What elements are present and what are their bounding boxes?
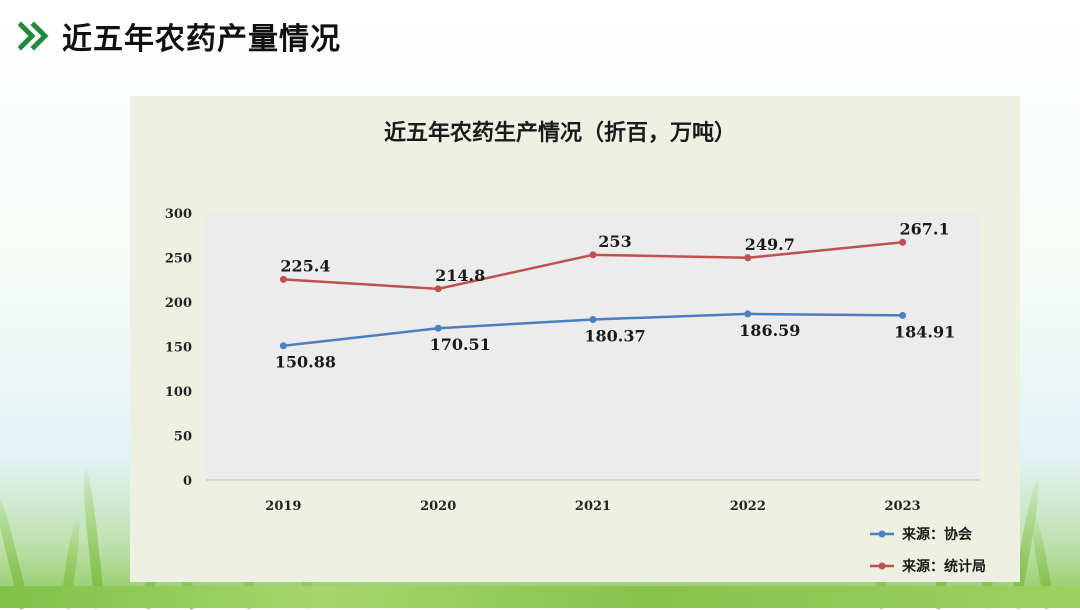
- data-point: [434, 324, 442, 332]
- slide-header: 近五年农药产量情况: [18, 14, 341, 58]
- y-tick-label: 50: [174, 430, 192, 445]
- data-point: [744, 254, 752, 262]
- data-label: 214.8: [435, 266, 485, 285]
- page-title: 近五年农药产量情况: [62, 22, 341, 57]
- data-label: 253: [598, 232, 631, 251]
- y-tick-label: 150: [165, 341, 192, 356]
- legend-marker: [878, 562, 886, 570]
- data-point: [899, 238, 907, 246]
- legend-label: 来源：统计局: [901, 558, 986, 575]
- data-point: [899, 311, 907, 319]
- series-group: 150.88 170.51 180.37 186.59 184.91 225.4 214.8…: [275, 219, 955, 371]
- x-tick-label: 2019: [265, 499, 301, 514]
- data-label: 184.91: [894, 322, 955, 341]
- y-axis: 0 50 100 150 200 250 300: [165, 207, 192, 489]
- x-tick-label: 2021: [575, 499, 611, 514]
- x-tick-label: 2023: [885, 499, 921, 514]
- x-axis: 2019 2020 2021 2022 2023: [265, 499, 920, 514]
- data-point: [279, 342, 287, 350]
- data-label: 267.1: [900, 219, 950, 238]
- data-point: [279, 275, 287, 283]
- data-point: [744, 310, 752, 318]
- data-label: 249.7: [745, 235, 795, 254]
- data-point: [589, 315, 597, 323]
- legend-marker: [878, 530, 886, 538]
- legend-label: 来源：协会: [901, 526, 973, 543]
- data-label: 225.4: [280, 256, 330, 275]
- data-point: [434, 285, 442, 293]
- y-tick-label: 100: [165, 385, 192, 400]
- chart-title: 近五年农药生产情况（折百，万吨）: [384, 120, 736, 146]
- data-label: 170.51: [430, 335, 491, 354]
- data-label: 186.59: [739, 321, 800, 340]
- data-label: 180.37: [584, 326, 645, 345]
- x-tick-label: 2022: [730, 499, 766, 514]
- grass-ground: [0, 586, 1080, 608]
- x-tick-label: 2020: [420, 499, 456, 514]
- chart-panel: 近五年农药生产情况（折百，万吨） 0 50 100 150 200 250 300 2019…: [130, 96, 1020, 582]
- data-point: [589, 251, 597, 259]
- line-chart: 近五年农药生产情况（折百，万吨） 0 50 100 150 200 250 300 2019…: [165, 120, 986, 575]
- y-tick-label: 250: [165, 252, 192, 267]
- data-label: 150.88: [275, 353, 336, 372]
- y-tick-label: 300: [165, 207, 192, 222]
- y-tick-label: 200: [165, 296, 192, 311]
- y-tick-label: 0: [183, 474, 192, 489]
- double-chevron-right-icon: [18, 21, 49, 51]
